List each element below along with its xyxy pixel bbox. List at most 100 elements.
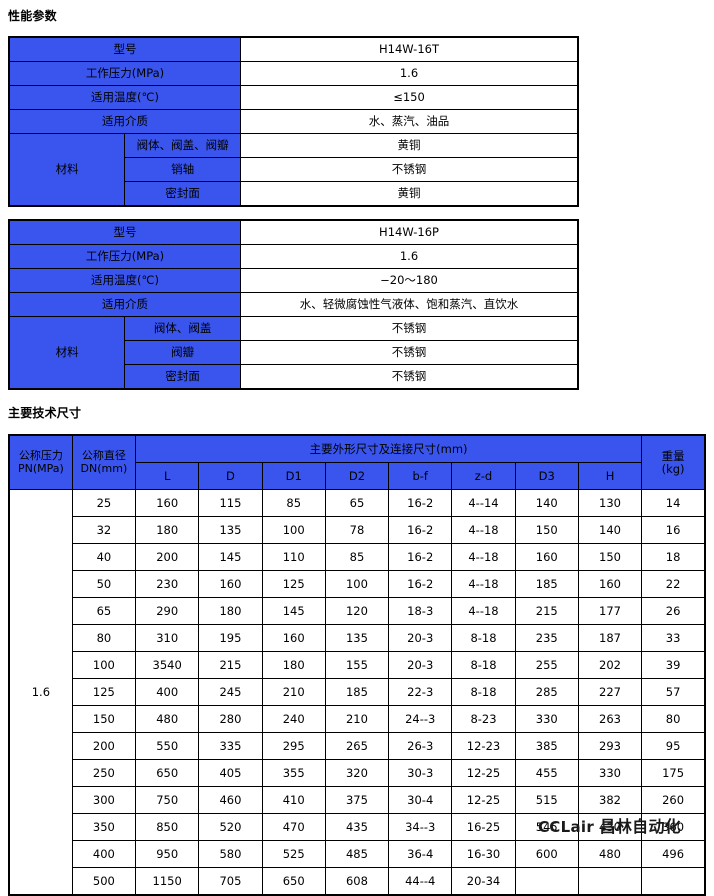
- material-value-16T-2: 黄铜: [240, 181, 579, 207]
- spec-value-16T-3: 水、蒸汽、油品: [240, 109, 579, 134]
- header-weight-line1: 重量: [661, 448, 685, 463]
- cell-nominal-pressure: 1.6: [8, 489, 73, 896]
- header-col-d2: D2: [324, 462, 390, 490]
- cell-dn-300: 300: [71, 786, 137, 814]
- cell-d3-dn350: 545: [514, 813, 579, 841]
- cell-l-dn400: 950: [135, 840, 200, 868]
- cell-d1-dn300: 410: [261, 786, 326, 814]
- cell-d1-dn500: 650: [261, 867, 326, 896]
- cell-weight-dn150: 80: [641, 705, 706, 733]
- cell-d-dn100: 215: [198, 651, 263, 679]
- material-value-16T-1: 不锈钢: [240, 157, 579, 182]
- cell-b-f-dn65: 18-3: [388, 597, 453, 625]
- cell-dn-400: 400: [71, 840, 137, 868]
- cell-d-dn32: 135: [198, 516, 263, 544]
- table-row: 1.6 25 160 115 85 65 16-2 4--14 140 130 14: [8, 489, 706, 896]
- cell-weight-dn125: 57: [641, 678, 706, 706]
- page-title-performance: 性能参数: [8, 9, 57, 23]
- cell-b-f-dn400: 36-4: [388, 840, 453, 868]
- table-row: 125 400 245 210 185 22-3 8-18 285 227 57: [9, 678, 706, 706]
- cell-b-f-dn25: 16-2: [388, 489, 453, 517]
- cell-weight-dn80: 33: [641, 624, 706, 652]
- cell-d3-dn250: 455: [514, 759, 579, 787]
- material-part-16P-2: 密封面: [124, 364, 241, 390]
- header-col-d: D: [198, 462, 263, 490]
- cell-h-dn80: 187: [577, 624, 643, 652]
- cell-weight-dn350: 360: [641, 813, 706, 841]
- table-row: 500 1150 705 650 608 44--4 20-34: [9, 867, 706, 896]
- table-row: 400 950 580 525 485 36-4 16-30 600 480 496: [9, 840, 706, 868]
- cell-weight-dn250: 175: [641, 759, 706, 787]
- spec-label-16T-2: 适用温度(℃): [8, 85, 241, 110]
- cell-l-dn150: 480: [135, 705, 200, 733]
- spec-row: 工作压力(MPa) 1.6: [8, 61, 579, 86]
- material-part-16T-2: 密封面: [124, 181, 241, 207]
- cell-weight-dn50: 22: [641, 570, 706, 598]
- cell-weight-dn300: 260: [641, 786, 706, 814]
- cell-d2-dn350: 435: [324, 813, 390, 841]
- cell-d-dn65: 180: [198, 597, 263, 625]
- material-value-16P-0: 不锈钢: [240, 316, 579, 341]
- cell-l-dn125: 400: [135, 678, 200, 706]
- cell-dn-100: 100: [71, 651, 137, 679]
- cell-dn-200: 200: [71, 732, 137, 760]
- cell-b-f-dn100: 20-3: [388, 651, 453, 679]
- cell-weight-dn400: 496: [641, 840, 706, 868]
- header-col-d3: D3: [514, 462, 579, 490]
- cell-h-dn50: 160: [577, 570, 643, 598]
- cell-b-f-dn150: 24--3: [388, 705, 453, 733]
- cell-h-dn300: 382: [577, 786, 643, 814]
- material-row: 阀瓣 不锈钢: [9, 340, 579, 365]
- material-row: 材料 阀体、阀盖、阀瓣 黄铜: [8, 133, 579, 207]
- cell-d3-dn400: 600: [514, 840, 579, 868]
- spec-value-16P-0: H14W-16P: [240, 219, 579, 245]
- material-part-16T-1: 销轴: [124, 157, 241, 182]
- cell-d2-dn100: 155: [324, 651, 390, 679]
- header-weight-line2: (kg): [661, 461, 685, 476]
- cell-dn-125: 125: [71, 678, 137, 706]
- cell-dn-350: 350: [71, 813, 137, 841]
- cell-d2-dn200: 265: [324, 732, 390, 760]
- cell-h-dn125: 227: [577, 678, 643, 706]
- cell-b-f-dn125: 22-3: [388, 678, 453, 706]
- cell-h-dn200: 293: [577, 732, 643, 760]
- cell-dn-500: 500: [71, 867, 137, 896]
- spec-row: 适用介质 水、蒸汽、油品: [8, 109, 579, 134]
- spec-value-16T-2: ≤150: [240, 85, 579, 110]
- cell-weight-dn32: 16: [641, 516, 706, 544]
- cell-d3-dn300: 515: [514, 786, 579, 814]
- cell-l-dn250: 650: [135, 759, 200, 787]
- spec-label-16T-0: 型号: [8, 36, 241, 62]
- header-nominal-pressure: 公称压力 PN(MPa): [8, 434, 73, 490]
- cell-d2-dn25: 65: [324, 489, 390, 517]
- cell-d3-dn200: 385: [514, 732, 579, 760]
- material-value-16P-1: 不锈钢: [240, 340, 579, 365]
- cell-d2-dn50: 100: [324, 570, 390, 598]
- cell-l-dn300: 750: [135, 786, 200, 814]
- cell-weight-dn100: 39: [641, 651, 706, 679]
- spec-row: 适用温度(℃) ≤150: [8, 85, 579, 110]
- cell-b-f-dn32: 16-2: [388, 516, 453, 544]
- cell-dn-25: 25: [71, 489, 137, 517]
- cell-d1-dn100: 180: [261, 651, 326, 679]
- material-part-16P-1: 阀瓣: [124, 340, 241, 365]
- header-col-z-d: z-d: [451, 462, 516, 490]
- document-page: 性能参数 型号 H14W-16T 工作压力(MPa) 1.6 适用温度(℃) ≤150 适用…: [8, 9, 706, 896]
- cell-h-dn25: 130: [577, 489, 643, 517]
- cell-b-f-dn300: 30-4: [388, 786, 453, 814]
- dimensions-header-row-1: 公称压力 PN(MPa) 公称直径 DN(mm) 主要外形尺寸及连接尺寸(mm)…: [8, 434, 706, 490]
- spec-row: 型号 H14W-16P: [8, 219, 579, 245]
- cell-z-d-dn150: 8-23: [451, 705, 516, 733]
- cell-d1-dn200: 295: [261, 732, 326, 760]
- header-col-l: L: [135, 462, 200, 490]
- cell-z-d-dn65: 4--18: [451, 597, 516, 625]
- cell-h-dn400: 480: [577, 840, 643, 868]
- cell-l-dn50: 230: [135, 570, 200, 598]
- cell-l-dn80: 310: [135, 624, 200, 652]
- header-dimension-group: 主要外形尺寸及连接尺寸(mm): [135, 434, 643, 463]
- table-row: 350 850 520 470 435 34--3 16-25 545 430 360: [9, 813, 706, 841]
- cell-l-dn40: 200: [135, 543, 200, 571]
- dimensions-table-head: 公称压力 PN(MPa) 公称直径 DN(mm) 主要外形尺寸及连接尺寸(mm)…: [8, 434, 706, 490]
- cell-d2-dn80: 135: [324, 624, 390, 652]
- material-part-16T-0: 阀体、阀盖、阀瓣: [124, 133, 241, 158]
